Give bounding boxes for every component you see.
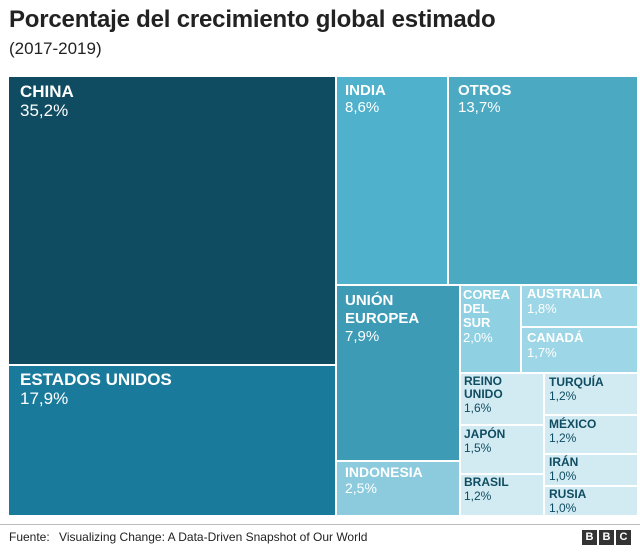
cell-value: 1,0% xyxy=(549,469,577,483)
treemap-cell-turquia: TURQUÍA 1,2% xyxy=(545,374,637,414)
cell-value: 1,0% xyxy=(549,501,577,515)
cell-value: 2,5% xyxy=(345,480,377,496)
source-text: Visualizing Change: A Data-Driven Snapsh… xyxy=(59,530,368,544)
cell-value: 17,9% xyxy=(20,389,69,408)
treemap-cell-canada: CANADÁ 1,7% xyxy=(522,328,637,372)
chart-subtitle: (2017-2019) xyxy=(9,39,102,58)
cell-label: RUSIA xyxy=(549,487,587,501)
treemap-cell-union-europea: UNIÓN EUROPEA 7,9% xyxy=(337,286,459,460)
source-line: Fuente: Visualizing Change: A Data-Drive… xyxy=(9,530,367,544)
treemap-cell-iran: IRÁN 1,0% xyxy=(545,455,637,485)
treemap-cell-estados-unidos: ESTADOS UNIDOS 17,9% xyxy=(9,366,335,515)
cell-value: 1,5% xyxy=(464,441,492,455)
treemap-cell-otros: OTROS 13,7% xyxy=(449,77,637,284)
treemap-cell-brasil: BRASIL 1,2% xyxy=(461,475,543,515)
treemap-cell-reino-unido: REINO UNIDO 1,6% xyxy=(461,374,543,424)
cell-label: INDONESIA xyxy=(345,464,423,480)
treemap-cell-japon: JAPÓN 1,5% xyxy=(461,426,543,473)
cell-value: 1,2% xyxy=(549,431,577,445)
treemap-cell-mexico: MÉXICO 1,2% xyxy=(545,416,637,453)
cell-value: 2,0% xyxy=(463,330,493,345)
cell-value: 1,7% xyxy=(527,345,557,360)
cell-label: TURQUÍA xyxy=(549,375,604,389)
cell-label: ESTADOS UNIDOS xyxy=(20,370,172,389)
cell-label: CANADÁ xyxy=(527,330,584,345)
treemap-cell-corea-del-sur: COREA DEL SUR 2,0% xyxy=(461,286,520,372)
footer-divider xyxy=(0,524,640,525)
cell-label: COREA DEL SUR xyxy=(463,287,510,330)
cell-label: IRÁN xyxy=(549,455,579,469)
cell-label: MÉXICO xyxy=(549,417,597,431)
treemap-cell-australia: AUSTRALIA 1,8% xyxy=(522,286,637,326)
cell-value: 1,2% xyxy=(464,489,492,503)
treemap-cell-indonesia: INDONESIA 2,5% xyxy=(337,462,459,515)
source-label: Fuente: xyxy=(9,530,50,544)
treemap-cell-rusia: RUSIA 1,0% xyxy=(545,487,637,515)
cell-label: AUSTRALIA xyxy=(527,286,603,301)
logo-letter-b2: B xyxy=(599,530,614,545)
cell-label: INDIA xyxy=(345,82,386,99)
cell-value: 1,6% xyxy=(464,401,492,415)
cell-label: BRASIL xyxy=(464,475,509,489)
logo-letter-b1: B xyxy=(582,530,597,545)
cell-value: 7,9% xyxy=(345,328,380,345)
cell-value: 1,8% xyxy=(527,301,557,316)
cell-label: JAPÓN xyxy=(464,427,506,441)
logo-letter-c: C xyxy=(616,530,631,545)
treemap-cell-china: CHINA 35,2% xyxy=(9,77,335,364)
cell-label: CHINA xyxy=(20,82,74,101)
cell-value: 35,2% xyxy=(20,101,69,120)
treemap-cell-india: INDIA 8,6% xyxy=(337,77,447,284)
bbc-logo: B B C xyxy=(582,530,631,545)
cell-value: 13,7% xyxy=(458,99,501,116)
treemap: CHINA 35,2% ESTADOS UNIDOS 17,9% INDIA 8,6% OT… xyxy=(9,77,637,515)
cell-label: REINO UNIDO xyxy=(464,374,503,401)
cell-value: 1,2% xyxy=(549,389,577,403)
cell-label: OTROS xyxy=(458,82,512,99)
chart-title: Porcentaje del crecimiento global estima… xyxy=(9,6,496,33)
cell-label: UNIÓN EUROPEA xyxy=(345,292,420,327)
cell-value: 8,6% xyxy=(345,99,380,116)
